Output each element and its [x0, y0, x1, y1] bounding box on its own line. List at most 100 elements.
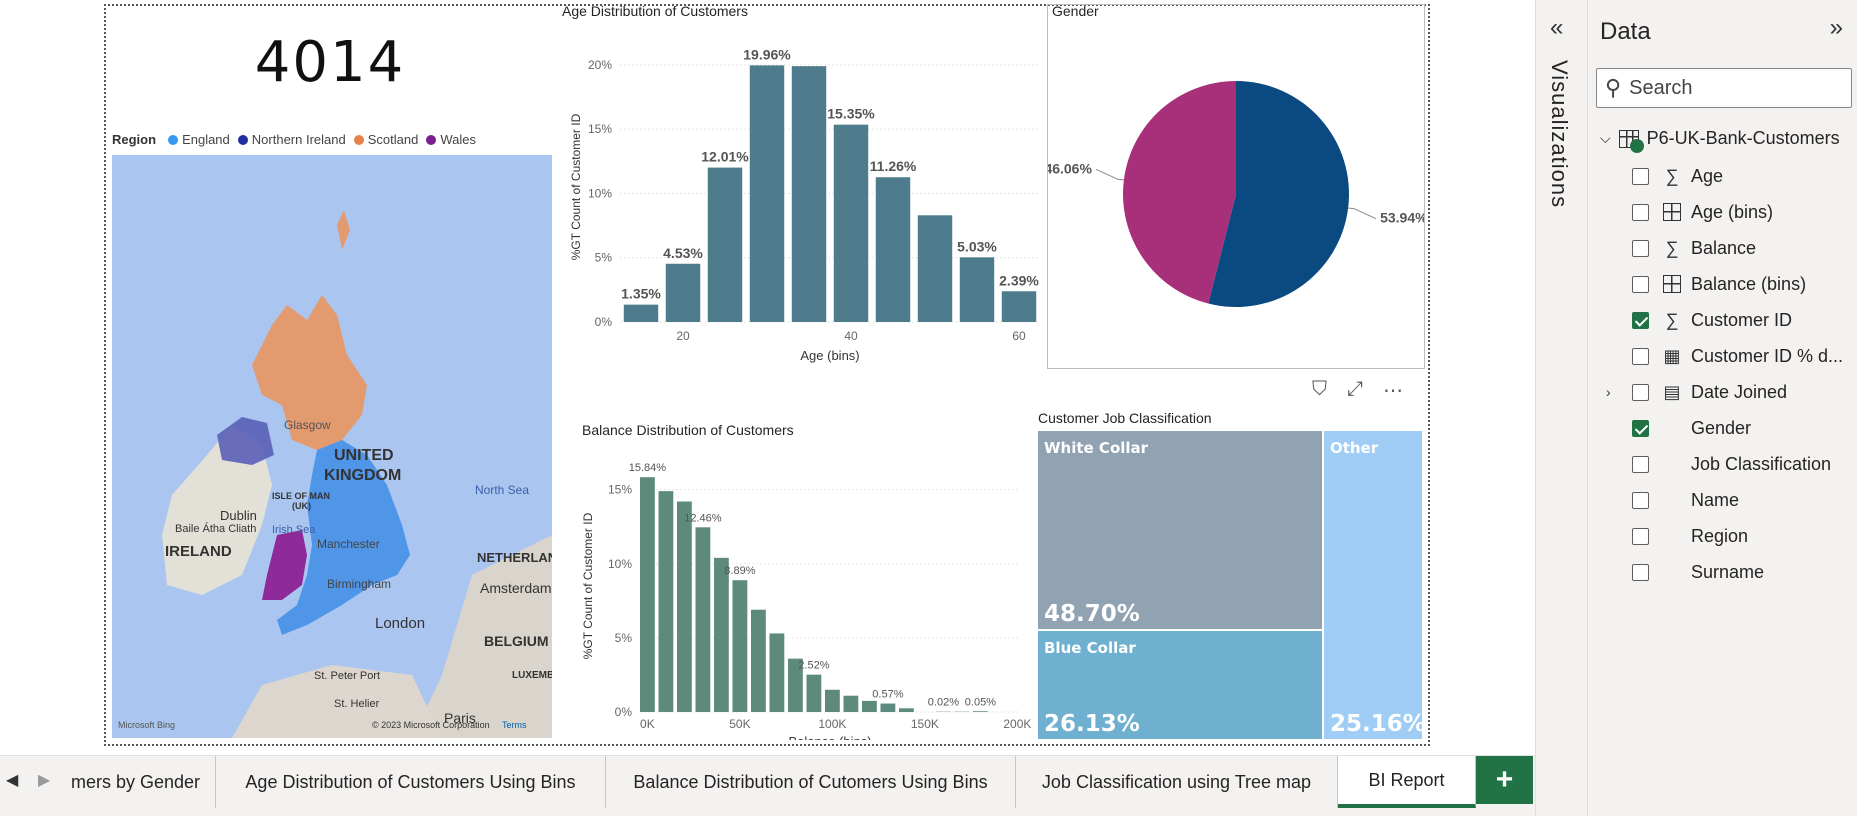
tab-age-distribution[interactable]: Age Distribution of Customers Using Bins [216, 756, 606, 808]
legend-northern-ireland[interactable]: Northern Ireland [251, 132, 346, 147]
balance-bar[interactable] [806, 674, 822, 712]
customer-count-card[interactable]: 4014 [254, 30, 406, 95]
field-name[interactable]: Name [1588, 486, 1739, 514]
age-bar[interactable] [875, 177, 911, 322]
tab-balance-distribution[interactable]: Balance Distribution of Cutomers Using B… [606, 756, 1016, 808]
field-gender[interactable]: Gender [1588, 414, 1751, 442]
job-classification-treemap[interactable]: White Collar 48.70% Blue Collar 26.13% O… [1038, 431, 1426, 739]
balance-bar[interactable] [788, 658, 803, 712]
balance-bar[interactable] [899, 708, 914, 712]
balance-bar[interactable] [880, 703, 896, 712]
bing-logo: Microsoft Bing [118, 720, 176, 730]
field-date-joined[interactable]: › ▤ Date Joined [1588, 378, 1787, 406]
balance-bar[interactable] [769, 633, 785, 712]
age-bar[interactable] [623, 304, 659, 322]
treemap-other[interactable]: Other 25.16% [1324, 431, 1426, 739]
more-options-icon[interactable]: ⋯ [1383, 380, 1403, 402]
legend-wales[interactable]: Wales [440, 132, 476, 147]
collapse-pane-icon[interactable]: « [1550, 14, 1564, 41]
focus-mode-icon[interactable]: ⤢ [1347, 378, 1363, 400]
treemap-white-collar[interactable]: White Collar 48.70% [1038, 431, 1322, 629]
age-bar[interactable] [959, 257, 995, 322]
field-checkbox[interactable] [1632, 311, 1649, 329]
age-y-tick: 5% [595, 251, 613, 265]
age-bar[interactable] [791, 66, 827, 322]
map-label-uk: UNITED [334, 447, 394, 464]
field-checkbox[interactable] [1632, 167, 1649, 185]
field-checkbox[interactable] [1632, 419, 1649, 437]
balance-bar[interactable] [658, 491, 674, 712]
tab-bi-report[interactable]: BI Report [1338, 756, 1476, 808]
field-checkbox[interactable] [1632, 275, 1649, 293]
age-bar[interactable] [707, 167, 743, 322]
sigma-icon: ∑ [1665, 309, 1679, 330]
table-name: P6-UK-Bank-Customers [1646, 128, 1840, 148]
legend-england-swatch [168, 134, 179, 145]
legend-scotland-swatch [353, 134, 364, 145]
chevron-right-icon[interactable]: › [1606, 384, 1611, 400]
search-input[interactable] [1629, 76, 1830, 100]
legend-england[interactable]: England [182, 132, 230, 147]
report-canvas[interactable]: 4014 Region England Northern Ireland Sco… [0, 0, 1535, 755]
field-checkbox[interactable] [1632, 383, 1649, 401]
map-label-manchester: Manchester [317, 537, 380, 551]
search-box[interactable]: ⚲ [1596, 68, 1852, 108]
gender-slice[interactable] [1123, 81, 1236, 304]
balance-bar[interactable] [677, 501, 692, 712]
age-bar[interactable] [917, 215, 953, 322]
balance-bar[interactable] [640, 477, 655, 712]
age-bar[interactable] [1001, 291, 1037, 322]
map-label-luxembourg: LUXEMBO [512, 670, 552, 681]
add-page-button[interactable]: + [1476, 756, 1533, 804]
map-terms-link[interactable]: Terms [502, 720, 527, 730]
field-checkbox[interactable] [1632, 527, 1649, 545]
balance-bar[interactable] [973, 711, 988, 712]
field-checkbox[interactable] [1632, 239, 1649, 257]
tab-job-classification[interactable]: Job Classification using Tree map [1016, 756, 1338, 808]
balance-bar[interactable] [714, 557, 729, 712]
visualizations-pane[interactable]: « Visualizations [1535, 0, 1587, 816]
balance-bar[interactable] [751, 609, 766, 712]
visualizations-pane-label[interactable]: Visualizations [1547, 60, 1572, 209]
age-bar[interactable] [749, 65, 785, 322]
gender-chart[interactable]: 53.94% 46.06% [1044, 22, 1428, 367]
field-customer-id[interactable]: ∑ Customer ID [1588, 306, 1792, 334]
sigma-icon: ∑ [1665, 237, 1679, 258]
field-age[interactable]: ∑ Age [1588, 162, 1723, 190]
field-checkbox[interactable] [1632, 347, 1649, 365]
age-bar[interactable] [833, 124, 869, 323]
table-item[interactable]: ⌵ P6-UK-Bank-Customers [1600, 128, 1840, 153]
age-bar[interactable] [665, 263, 701, 322]
age-x-tick: 20 [676, 329, 690, 343]
field-age-bins[interactable]: Age (bins) [1588, 198, 1773, 226]
field-balance-bins[interactable]: Balance (bins) [1588, 270, 1806, 298]
balance-bar[interactable] [732, 580, 748, 712]
field-checkbox[interactable] [1632, 455, 1649, 473]
balance-bar[interactable] [862, 700, 877, 712]
balance-bar[interactable] [843, 695, 859, 712]
balance-bar[interactable] [695, 527, 711, 712]
balance-bar[interactable] [825, 689, 840, 712]
field-surname[interactable]: Surname [1588, 558, 1764, 586]
field-balance[interactable]: ∑ Balance [1588, 234, 1756, 262]
field-checkbox[interactable] [1632, 203, 1649, 221]
legend-scotland[interactable]: Scotland [367, 132, 419, 147]
field-checkbox[interactable] [1632, 563, 1649, 581]
filter-icon[interactable]: ⛉ [1312, 378, 1327, 400]
region-map[interactable]: UNITED KINGDOM IRELAND North Sea Irish S… [112, 155, 552, 738]
field-region[interactable]: Region [1588, 522, 1748, 550]
field-checkbox[interactable] [1632, 491, 1649, 509]
chevron-down-icon[interactable]: ⌵ [1600, 130, 1611, 146]
balance-chart[interactable]: 0% 5% 10% 15% 15.84% 12.46% 8.89% 2.52% 0.57% 0.0… [580, 440, 1040, 749]
gender-slice[interactable] [1208, 81, 1349, 307]
treemap-blue-collar[interactable]: Blue Collar 26.13% [1038, 631, 1322, 739]
expand-pane-icon[interactable]: » [1829, 14, 1843, 41]
sigma-icon: ∑ [1665, 165, 1679, 186]
field-job-classification[interactable]: Job Classification [1588, 450, 1831, 478]
tab-scroll-left-icon[interactable]: ◀ [6, 772, 19, 789]
age-chart[interactable]: 0% 5% 10% 15% 20% 1.35% 4.53% 12.01% 19.96% 15.35… [560, 22, 1040, 372]
tab-scroll-right-icon[interactable]: ▶ [38, 772, 51, 789]
field-customer-id-d[interactable]: ▦ Customer ID % d... [1588, 342, 1843, 370]
tab-customers-by-gender[interactable]: mers by Gender [56, 756, 216, 808]
scotland-region [252, 295, 367, 450]
